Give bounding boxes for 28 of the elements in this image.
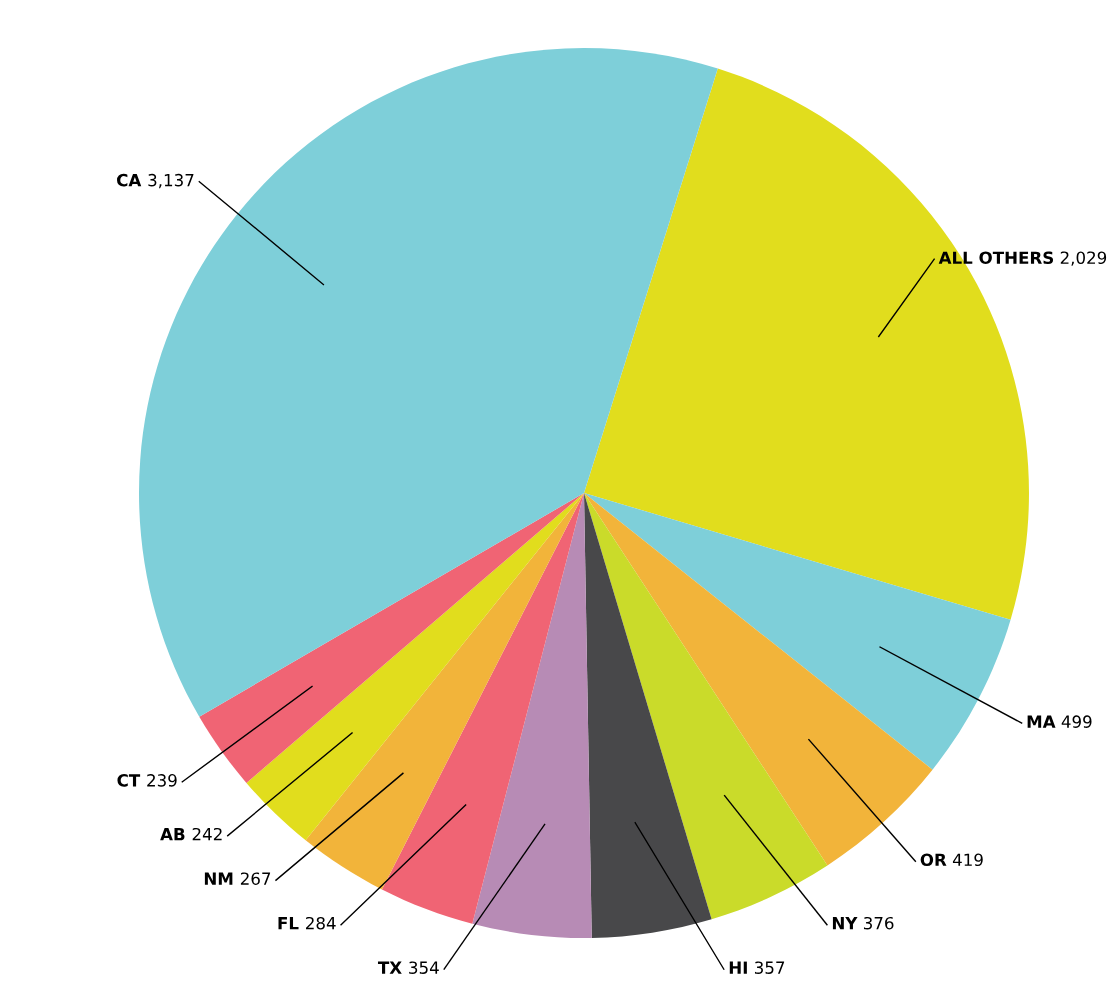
slice-label: CT <box>117 774 141 787</box>
data-label: 2,029 <box>1060 251 1107 266</box>
data-label: 3,137 <box>148 173 194 189</box>
slice-label: OR <box>920 853 947 867</box>
data-label: 239 <box>147 774 177 787</box>
pie-slice <box>305 493 584 890</box>
pie-slice <box>584 493 712 938</box>
data-label: 376 <box>863 916 894 930</box>
slice-label: HI <box>729 961 747 974</box>
data-label: 419 <box>952 853 983 867</box>
data-label: 242 <box>192 827 222 841</box>
data-label: 284 <box>306 916 336 930</box>
slice-label: TX <box>377 961 402 974</box>
slice-label: AB <box>160 828 185 841</box>
slice-label: NY <box>832 917 858 930</box>
pie-slice <box>472 493 592 938</box>
data-label: 267 <box>240 872 271 885</box>
slice-label: CA <box>117 173 142 187</box>
pie-slice <box>584 493 828 920</box>
data-label: 354 <box>409 961 439 974</box>
data-label: 357 <box>754 961 785 974</box>
pie-slice <box>139 48 718 717</box>
pie-slice <box>246 493 584 841</box>
pie-slice <box>584 493 1011 770</box>
slice-label: MA <box>1027 715 1056 728</box>
slice-label: NM <box>204 872 233 885</box>
data-label: 499 <box>1061 715 1092 728</box>
slice-label: FL <box>278 917 299 930</box>
